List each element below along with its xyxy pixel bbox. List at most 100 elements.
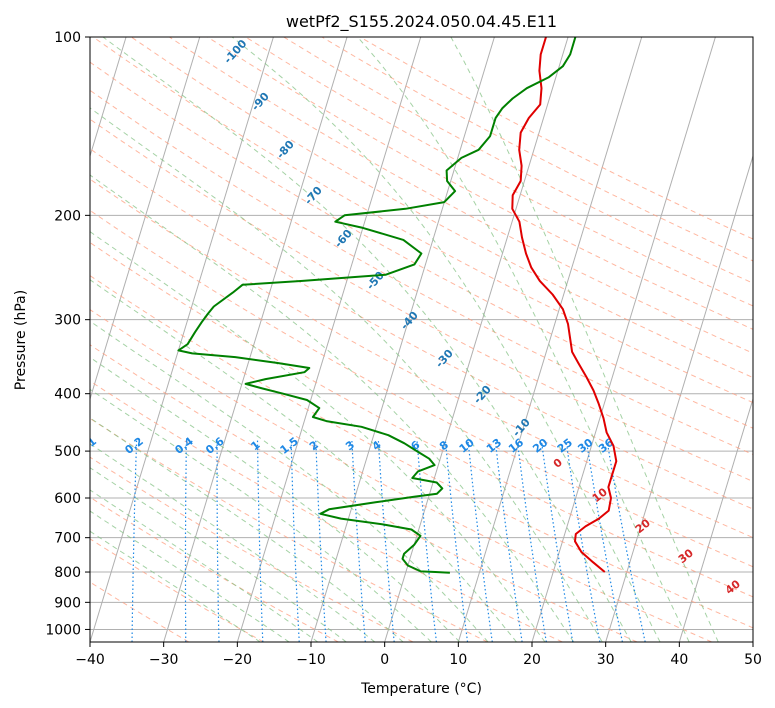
moist-adiabat-line	[90, 174, 575, 642]
x-tick-label: 10	[449, 652, 467, 668]
isotherm-label: -70	[302, 184, 325, 208]
dry-adiabat-line	[283, 37, 753, 284]
y-tick-label: 500	[54, 444, 81, 460]
y-tick-label: 800	[54, 565, 81, 581]
moist-adiabat-line	[450, 37, 719, 642]
isotherm-line	[531, 37, 716, 642]
dry-adiabat-line	[207, 37, 753, 330]
x-tick-label: −40	[75, 652, 105, 668]
y-tick-label: 600	[54, 491, 81, 507]
x-tick-label: 40	[670, 652, 688, 668]
y-tick-label: 100	[54, 30, 81, 46]
dry-adiabat-line	[90, 380, 563, 642]
mixing-ratio-label: 16	[506, 436, 526, 456]
mixing-ratio-line	[565, 440, 601, 642]
isotherm-label: -50	[364, 269, 387, 293]
dry-adiabat-label: 0	[551, 456, 565, 471]
dry-adiabat-line	[359, 37, 753, 240]
mixing-ratio-line	[90, 440, 91, 452]
isotherm-line	[678, 397, 753, 642]
isotherm-line	[90, 37, 274, 642]
moist-adiabat-line	[90, 356, 461, 642]
mixing-ratio-line	[290, 440, 300, 642]
dry-adiabat-line	[90, 209, 753, 568]
temperature-profile-line	[511, 37, 618, 573]
x-tick-label: 0	[380, 652, 389, 668]
x-tick-label: 50	[744, 652, 762, 668]
isotherm-line	[236, 37, 422, 642]
y-tick-label: 1000	[45, 622, 81, 638]
mixing-ratio-line	[444, 440, 469, 642]
mixing-ratio-label: 0.4	[172, 434, 196, 456]
moist-adiabat-line	[231, 37, 661, 642]
isotherm-label: -10	[510, 416, 533, 440]
isotherm-label: -40	[398, 309, 421, 333]
mixing-ratio-line	[494, 440, 523, 642]
moist-adiabat-line	[90, 279, 517, 642]
dry-adiabat-line	[90, 456, 414, 642]
mixing-ratio-label: 20	[530, 436, 550, 456]
mixing-ratio-line	[377, 440, 395, 642]
mixing-ratio-label: 13	[484, 436, 504, 456]
y-tick-label: 400	[54, 387, 81, 403]
mixing-ratio-line	[184, 440, 187, 642]
background-lines	[90, 37, 753, 642]
moist-adiabat-line	[90, 107, 603, 642]
mixing-ratio-line	[416, 440, 437, 642]
chart-title: wetPf2_S155.2024.050.04.45.E11	[286, 12, 557, 32]
mixing-ratio-line	[256, 440, 264, 642]
mixing-ratio-line	[540, 440, 574, 642]
dry-adiabat-line	[90, 309, 712, 642]
isotherm-line	[605, 154, 753, 642]
y-tick-label: 300	[54, 313, 81, 329]
dry-adiabat-line	[90, 344, 638, 642]
dry-adiabat-line	[90, 241, 753, 598]
moist-adiabat-line	[90, 231, 546, 642]
mixing-ratio-label: 0.6	[203, 434, 227, 456]
y-tick-label: 200	[54, 208, 81, 224]
mixing-ratio-line	[315, 440, 327, 642]
dry-adiabat-line	[90, 538, 264, 642]
line-labels: 0.1 0.2 0.4 0.6 1 1.5 2 3 4 6 8 10 13 16 20 25 30 3601020…	[76, 37, 743, 597]
mixing-ratio-line	[516, 440, 547, 642]
profile-series	[177, 37, 618, 574]
isotherm-line	[90, 37, 201, 401]
isotherm-line	[457, 37, 643, 642]
mixing-ratio-line	[585, 440, 623, 642]
mixing-ratio-label: 30	[575, 436, 595, 456]
isotherm-label: -90	[249, 90, 272, 114]
mixing-ratio-line	[606, 440, 646, 642]
moist-adiabat-line	[90, 510, 290, 642]
x-tick-label: −20	[223, 652, 253, 668]
y-axis-title: Pressure (hPa)	[13, 290, 29, 390]
mixing-ratio-label: 25	[555, 436, 575, 456]
y-tick-label: 900	[54, 595, 81, 611]
y-tick-label: 700	[54, 531, 81, 547]
isotherm-line	[384, 37, 569, 642]
moist-adiabat-line	[90, 467, 347, 642]
dry-adiabat-label: 10	[590, 485, 610, 505]
dry-adiabat-label: 20	[633, 516, 653, 536]
dewpoint-profile-line	[177, 37, 577, 574]
isotherm-line	[752, 640, 753, 642]
dry-adiabat-label: 30	[676, 546, 696, 566]
x-axis-title: Temperature (°C)	[360, 681, 482, 697]
dry-adiabat-line	[92, 37, 753, 404]
dry-adiabat-line	[90, 89, 753, 456]
moist-adiabat-line	[90, 489, 319, 642]
plot-frame	[89, 36, 754, 643]
dry-adiabat-line	[90, 61, 753, 429]
dry-adiabat-label: 40	[723, 577, 743, 597]
axes: −40 −30 −20 −10 0 10 20 30 40 5010020030040050060…	[45, 30, 762, 668]
mixing-ratio-line	[131, 440, 138, 642]
moist-adiabat-line	[90, 417, 404, 642]
mixing-ratio-label: 0.1	[76, 435, 99, 457]
moist-adiabat-line	[90, 388, 432, 642]
x-tick-label: 30	[597, 652, 615, 668]
x-tick-label: −10	[296, 652, 326, 668]
isotherm-label: -20	[471, 383, 494, 407]
mixing-ratio-label: 10	[457, 436, 477, 456]
x-tick-label: 20	[523, 652, 541, 668]
isotherm-line	[163, 37, 348, 642]
